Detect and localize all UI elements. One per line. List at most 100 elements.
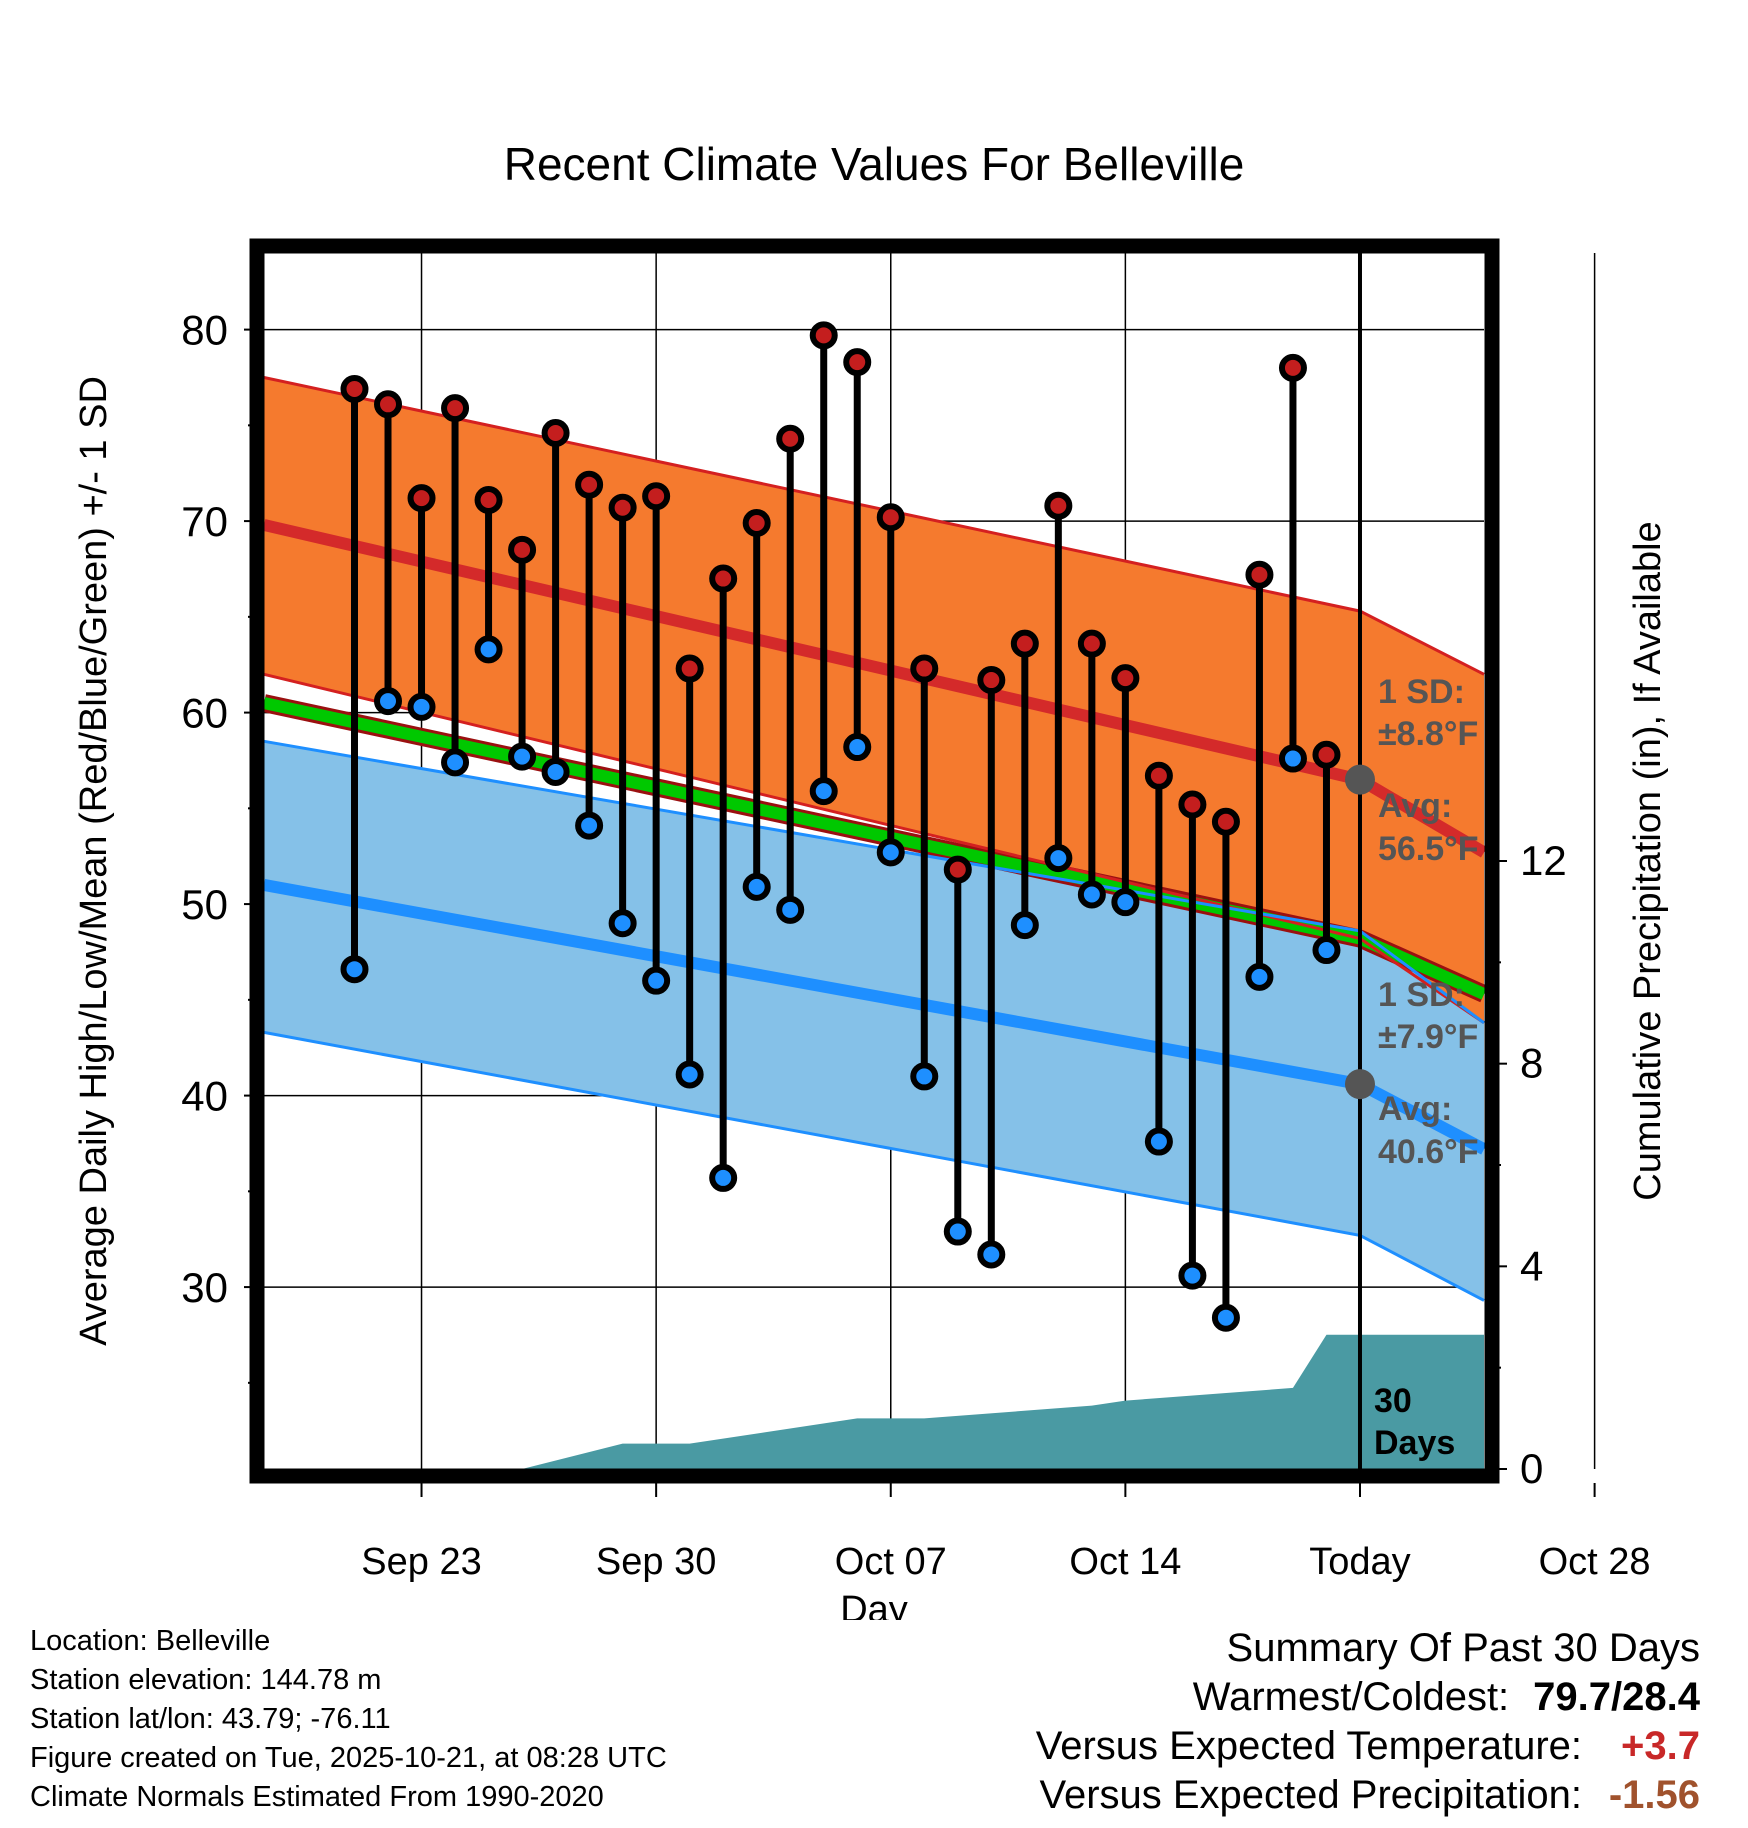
y-axis-label: Average Daily High/Low/Mean (Red/Blue/Gr…: [73, 376, 115, 1346]
latlon-text: Station lat/lon: 43.79; -76.11: [30, 1703, 391, 1735]
precipitation-area: [264, 1334, 1484, 1469]
temp-value: +3.7: [1621, 1724, 1700, 1768]
daily-high-point: [1111, 664, 1140, 693]
daily-high-point: [474, 486, 503, 515]
daily-high-point: [1144, 761, 1173, 790]
high-sd-value: ±8.8°F: [1378, 715, 1478, 753]
station-info: Location: Belleville Station elevation: …: [30, 1622, 667, 1817]
daily-high-point: [1312, 740, 1341, 769]
high-avg-value: 56.5°F: [1378, 830, 1479, 868]
x-tick-label: Sep 23: [361, 1541, 481, 1583]
normals-text: Climate Normals Estimated From 1990-2020: [30, 1781, 604, 1813]
daily-high-point: [910, 654, 939, 683]
daily-low-point: [1312, 936, 1341, 965]
daily-high-point: [943, 855, 972, 884]
summary-precip-row: Versus Expected Precipitation: -1.56: [1036, 1771, 1700, 1820]
daily-high-point: [1178, 790, 1207, 819]
low-sd-value: ±7.9°F: [1378, 1018, 1478, 1056]
daily-high-point: [374, 390, 403, 419]
daily-low-point: [776, 895, 805, 924]
daily-high-point: [709, 564, 738, 593]
daily-high-point: [1245, 560, 1274, 589]
high-avg-marker: [1344, 764, 1375, 795]
daily-high-point: [843, 348, 872, 377]
precip-label: Versus Expected Precipitation:: [1039, 1773, 1582, 1817]
daily-high-point: [1211, 807, 1240, 836]
daily-high-point: [541, 419, 570, 448]
elevation-text: Station elevation: 144.78 m: [30, 1664, 382, 1696]
x-tick-label: Oct 28: [1539, 1541, 1651, 1583]
y2-tick-label: 12: [1520, 837, 1567, 884]
daily-high-point: [642, 482, 671, 511]
daily-high-point: [876, 503, 905, 532]
daily-low-point: [1111, 888, 1140, 917]
daily-low-point: [474, 635, 503, 664]
daily-low-point: [642, 966, 671, 995]
daily-low-point: [1178, 1261, 1207, 1290]
y2-tick-label: 0: [1520, 1445, 1543, 1492]
daily-low-point: [508, 742, 537, 771]
daily-low-point: [441, 748, 470, 777]
low-sd-band: [264, 741, 1484, 1301]
daily-low-point: [1278, 744, 1307, 773]
daily-low-point: [809, 777, 838, 806]
daily-low-point: [407, 692, 436, 721]
low-avg-label: Avg:: [1378, 1090, 1452, 1128]
y-tick-label: 80: [181, 307, 228, 354]
daily-low-point: [876, 838, 905, 867]
x-tick-label: Today: [1309, 1541, 1410, 1583]
y2-tick-label: 8: [1520, 1040, 1543, 1087]
location-text: Location: Belleville: [30, 1625, 271, 1657]
climate-chart: Recent Climate Values For Belleville 1 S…: [73, 138, 1669, 1620]
daily-low-point: [675, 1060, 704, 1089]
daily-high-point: [608, 493, 637, 522]
summary-panel: Summary Of Past 30 Days Warmest/Coldest:…: [1036, 1624, 1700, 1820]
daily-low-point: [608, 909, 637, 938]
low-avg-marker: [1344, 1069, 1375, 1100]
precip-value: -1.56: [1608, 1773, 1700, 1817]
daily-high-point: [675, 654, 704, 683]
daily-high-point: [1077, 629, 1106, 658]
y-tick-label: 70: [181, 498, 228, 545]
summary-title: Summary Of Past 30 Days: [1226, 1626, 1700, 1670]
daily-high-point: [809, 321, 838, 350]
daily-high-point: [508, 535, 537, 564]
daily-low-point: [374, 687, 403, 716]
daily-low-point: [943, 1217, 972, 1246]
high-sd-band: [264, 377, 1484, 1023]
summary-warmest-row: Warmest/Coldest: 79.7/28.4: [1036, 1673, 1700, 1722]
daily-high-point: [742, 509, 771, 538]
daily-high-point: [1044, 491, 1073, 520]
summary-temp-row: Versus Expected Temperature: +3.7: [1036, 1722, 1700, 1771]
daily-high-point: [340, 374, 369, 403]
daily-low-point: [340, 955, 369, 984]
daily-low-point: [1077, 880, 1106, 909]
daily-low-point: [977, 1240, 1006, 1269]
daily-low-point: [1245, 962, 1274, 991]
daily-high-point: [977, 666, 1006, 695]
x-tick-label: Oct 14: [1069, 1541, 1181, 1583]
daily-low-point: [1010, 911, 1039, 940]
daily-low-point: [742, 872, 771, 901]
high-avg-label: Avg:: [1378, 787, 1452, 825]
daily-low-point: [1211, 1303, 1240, 1332]
daily-low-point: [843, 733, 872, 762]
y-tick-label: 60: [181, 690, 228, 737]
daily-high-point: [441, 394, 470, 423]
daily-low-point: [1144, 1127, 1173, 1156]
y2-axis-label: Cumulative Precipitation (in), If Availa…: [1627, 521, 1669, 1200]
days-count-number: 30: [1374, 1382, 1412, 1420]
warmest-value: 79.7/28.4: [1533, 1675, 1700, 1719]
daily-high-point: [575, 470, 604, 499]
y-tick-label: 40: [181, 1073, 228, 1120]
x-tick-label: Oct 07: [835, 1541, 947, 1583]
y-tick-label: 50: [181, 881, 228, 928]
daily-high-point: [1278, 353, 1307, 382]
daily-low-point: [709, 1163, 738, 1192]
low-sd-label: 1 SD:: [1378, 976, 1465, 1014]
temp-label: Versus Expected Temperature:: [1035, 1724, 1582, 1768]
days-count-label: Days: [1374, 1424, 1455, 1462]
y-tick-label: 30: [181, 1264, 228, 1311]
low-avg-value: 40.6°F: [1378, 1133, 1479, 1171]
warmest-label: Warmest/Coldest:: [1192, 1675, 1510, 1719]
